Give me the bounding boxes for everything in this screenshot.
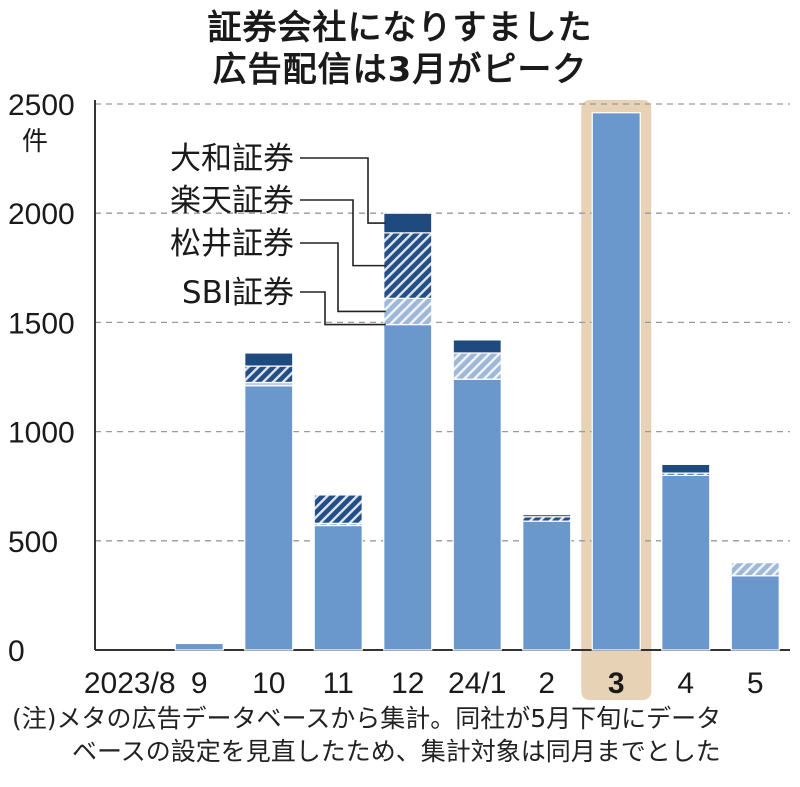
bar-matsui	[730, 562, 780, 577]
y-tick-label: 2000	[8, 198, 75, 231]
x-tick-label: 11	[323, 667, 354, 700]
bar-base	[591, 112, 641, 651]
x-tick-label: 10	[252, 667, 285, 700]
legend-label: 大和証券	[170, 141, 294, 177]
x-tick-label: 5	[747, 667, 764, 700]
bar-rakuten	[244, 365, 294, 384]
legend-leader-line	[300, 242, 386, 313]
x-tick-label: 2	[538, 667, 555, 700]
y-tick-label: 2500	[8, 89, 75, 122]
bar-daiwa	[661, 463, 711, 474]
y-tick-label: 500	[8, 526, 58, 559]
y-tick-label: 1000	[8, 417, 75, 450]
bar-daiwa	[452, 339, 502, 354]
legend-leader-line	[300, 291, 386, 326]
bar-base	[522, 520, 572, 651]
bar-base	[452, 378, 502, 651]
x-tick-label: 9	[191, 667, 208, 700]
footnote-line-2: ベースの設定を見直したため、集計対象は同月までとした	[72, 737, 721, 766]
bar-base	[383, 323, 433, 651]
bar-matsui	[383, 297, 433, 326]
legend-leader-line	[300, 199, 386, 267]
legend-leader-line	[300, 157, 386, 224]
legend-label: SBI証券	[182, 275, 294, 311]
bar-rakuten	[522, 516, 572, 522]
footnote-line-1: (注)メタの広告データベースから集計。同社が5月下旬にデータ	[12, 704, 722, 733]
y-tick-label: 0	[8, 635, 25, 668]
bar-base	[730, 575, 780, 651]
y-tick-label: 1500	[8, 307, 75, 340]
x-tick-label: 3	[608, 667, 625, 700]
bar-daiwa	[383, 212, 433, 234]
x-tick-label: 12	[391, 667, 424, 700]
bar-rakuten	[383, 232, 433, 299]
x-tick-label: 2023/8	[84, 667, 176, 700]
legend-label: 松井証券	[170, 226, 294, 262]
bar-base	[244, 385, 294, 651]
bar-base	[174, 642, 224, 651]
legend-label: 楽天証券	[170, 183, 294, 219]
stacked-bar-chart: 0 500 1000 1500 2000 2500 件 2023/8 9 10 11 12 24/1 2 3…	[8, 89, 790, 700]
bar-base	[313, 524, 363, 651]
x-tick-label: 24/1	[448, 667, 506, 700]
chart-title-line-1: 証券会社になりすました	[207, 8, 593, 48]
chart-title-line-2: 広告配信は3月がピーク	[212, 50, 588, 90]
x-tick-label: 4	[677, 667, 694, 700]
bar-matsui	[452, 352, 502, 380]
bar-base	[661, 474, 711, 651]
bar-daiwa	[244, 352, 294, 367]
bar-rakuten	[313, 494, 363, 524]
bar-daiwa	[522, 513, 572, 518]
y-unit-label: 件	[22, 127, 48, 157]
